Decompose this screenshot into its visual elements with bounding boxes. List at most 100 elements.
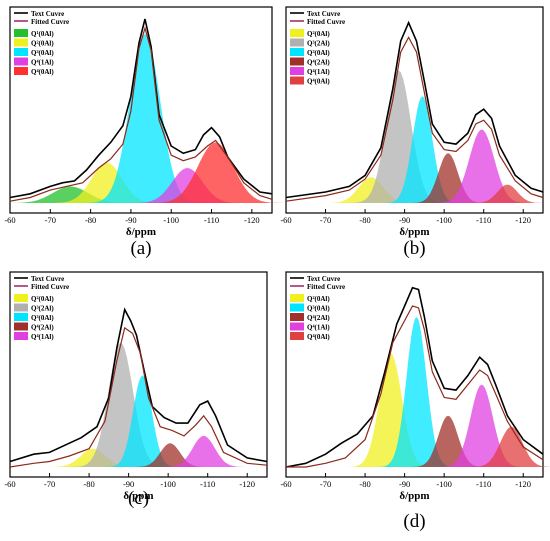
legend-label: Fitted Cuvre xyxy=(307,283,345,291)
peak-1 xyxy=(29,162,185,203)
peak-4 xyxy=(418,129,545,203)
x-tick-label: -110 xyxy=(476,479,491,489)
legend-label: Text Cuvre xyxy=(307,10,340,18)
panel-label: (b) xyxy=(403,238,425,259)
legend-label: Fitted Cuvre xyxy=(31,283,69,291)
x-tick-label: -80 xyxy=(359,215,370,225)
legend-swatch xyxy=(14,322,28,331)
x-tick-label: -60 xyxy=(4,215,15,225)
x-tick-label: -110 xyxy=(204,215,219,225)
x-tick-label: -90 xyxy=(399,479,410,489)
legend-label: Q³(0Al) xyxy=(31,314,54,322)
x-tick-label: -120 xyxy=(515,479,531,489)
legend-swatch xyxy=(14,67,28,75)
legend-label: Q¹(0Al) xyxy=(31,30,54,38)
legend-label: Text Cuvre xyxy=(31,275,64,283)
panel-3: -60 -70 -80 -90 -100 -110 -120 δ/ppm Text CuvreF… xyxy=(280,271,550,502)
legend-swatch xyxy=(290,313,304,321)
x-tick-label: -120 xyxy=(244,215,260,225)
legend-swatch xyxy=(290,67,304,75)
x-tick-label: -80 xyxy=(85,215,96,225)
legend-label: Q⁴(0Al) xyxy=(307,333,330,341)
x-tick-label: -70 xyxy=(44,479,55,489)
legend-swatch xyxy=(290,57,304,66)
panel-label: (a) xyxy=(130,238,151,259)
legend-swatch xyxy=(290,38,304,47)
legend-label: Q³(0Al) xyxy=(307,305,330,313)
legend-swatch xyxy=(14,303,28,312)
series-0 xyxy=(285,286,544,468)
legend-label: Q⁴(2Al) xyxy=(307,314,330,322)
legend-label: Q³(0Al) xyxy=(307,49,330,57)
legend-label: Q⁴(1Al) xyxy=(307,324,330,332)
peak-1 xyxy=(365,316,468,467)
x-tick-label: -90 xyxy=(123,479,134,489)
legend-label: Q⁴(2Al) xyxy=(307,59,330,67)
legend-swatch xyxy=(14,313,28,321)
legend-label: Q²(0Al) xyxy=(307,30,330,38)
x-tick-label: -60 xyxy=(4,479,15,489)
legend-swatch xyxy=(14,48,28,56)
panel-1: -60 -70 -80 -90 -100 -110 -120 δ/ppm Text CuvreF… xyxy=(280,6,550,238)
legend-label: Q⁴(1Al) xyxy=(31,333,54,341)
legend-label: Q³(2Al) xyxy=(31,305,54,313)
legend-label: Q⁴(1Al) xyxy=(31,59,54,67)
series-1 xyxy=(9,26,273,202)
legend-label: Q⁴(0Al) xyxy=(307,78,330,86)
legend-swatch xyxy=(14,57,28,66)
legend-label: Q³(0Al) xyxy=(31,49,54,57)
peak-4 xyxy=(125,142,306,203)
peak-5 xyxy=(456,184,550,203)
series-1 xyxy=(285,36,544,202)
panel-label: (d) xyxy=(403,511,425,532)
x-tick-label: -80 xyxy=(83,479,94,489)
x-tick-label: -90 xyxy=(125,215,136,225)
legend-label: Text Cuvre xyxy=(307,275,340,283)
legend-swatch xyxy=(14,29,28,37)
peak-0 xyxy=(307,177,435,203)
legend-label: Fitted Cuvre xyxy=(307,18,345,26)
legend-swatch xyxy=(14,332,28,340)
x-tick-label: -70 xyxy=(320,479,331,489)
legend-swatch xyxy=(290,48,304,56)
x-tick-label: -60 xyxy=(280,215,291,225)
legend-label: Q²(0Al) xyxy=(31,295,54,303)
peak-2 xyxy=(397,415,499,467)
x-tick-label: -100 xyxy=(436,215,452,225)
legend-label: Text Cuvre xyxy=(31,10,64,18)
series-0 xyxy=(9,18,273,199)
legend-label: Q²(0Al) xyxy=(31,40,54,48)
peak-1 xyxy=(335,70,462,203)
legend-label: Q⁴(0Al) xyxy=(31,68,54,76)
panel-label: (c) xyxy=(128,488,149,509)
x-axis-title: δ/ppm xyxy=(399,226,429,238)
panel-0: -60 -70 -80 -90 -100 -110 -120 δ/ppm Text CuvreF… xyxy=(0,6,306,238)
peak-3 xyxy=(397,153,499,203)
x-tick-label: -110 xyxy=(476,215,491,225)
legend-label: Q⁴(2Al) xyxy=(31,324,54,332)
series-0 xyxy=(285,20,544,199)
series-1 xyxy=(286,305,544,468)
legend-swatch xyxy=(14,294,28,302)
x-tick-label: -100 xyxy=(163,215,179,225)
x-tick-label: -120 xyxy=(515,215,531,225)
peak-4 xyxy=(454,426,550,467)
peak-2 xyxy=(371,96,473,203)
x-tick-label: -100 xyxy=(160,479,176,489)
legend-swatch xyxy=(290,29,304,37)
x-tick-label: -60 xyxy=(280,479,291,489)
peak-4 xyxy=(146,435,261,467)
peak-2 xyxy=(67,33,223,204)
x-axis-title: δ/ppm xyxy=(126,226,156,238)
peak-3 xyxy=(119,443,221,467)
legend-swatch xyxy=(290,76,304,85)
panel-2: -60 -70 -80 -90 -100 -110 -120 δ/ppm Text CuvreF… xyxy=(4,271,268,502)
x-tick-label: -80 xyxy=(359,479,370,489)
x-tick-label: -70 xyxy=(45,215,56,225)
x-tick-label: -90 xyxy=(399,215,410,225)
legend-swatch xyxy=(290,303,304,312)
x-tick-label: -110 xyxy=(200,479,215,489)
legend-label: Q²(0Al) xyxy=(307,295,330,303)
legend-label: Q⁴(1Al) xyxy=(307,68,330,76)
